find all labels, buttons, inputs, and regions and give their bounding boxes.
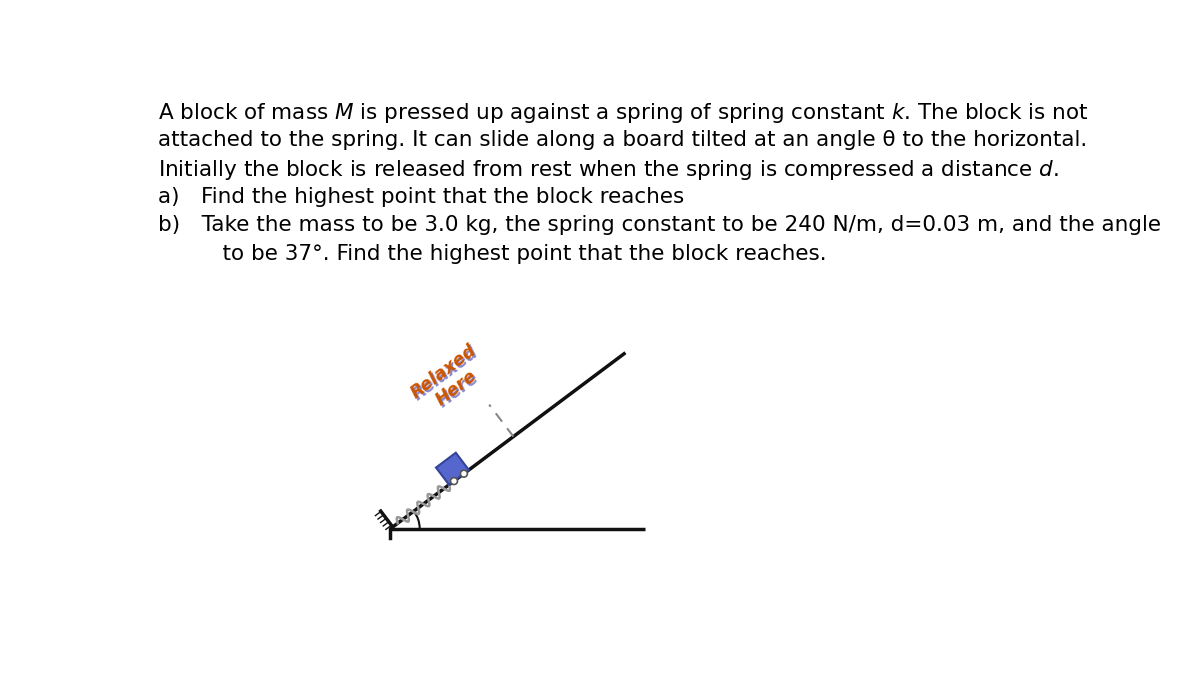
Polygon shape: [436, 453, 469, 485]
Text: Relaxed
Here: Relaxed Here: [408, 341, 493, 419]
Text: Initially the block is released from rest when the spring is compressed a distan: Initially the block is released from res…: [157, 158, 1058, 182]
Circle shape: [461, 470, 467, 477]
Text: A block of mass $M$ is pressed up against a spring of spring constant $k$. The b: A block of mass $M$ is pressed up agains…: [157, 101, 1088, 125]
Text: a) Find the highest point that the block reaches: a) Find the highest point that the block…: [157, 187, 684, 207]
Circle shape: [450, 477, 457, 484]
Text: to be 37°. Find the highest point that the block reaches.: to be 37°. Find the highest point that t…: [157, 244, 827, 264]
Text: attached to the spring. It can slide along a board tilted at an angle θ to the h: attached to the spring. It can slide alo…: [157, 130, 1087, 150]
Text: b) Take the mass to be 3.0 kg, the spring constant to be 240 N/m, d=0.03 m, and : b) Take the mass to be 3.0 kg, the sprin…: [157, 215, 1160, 236]
Text: Relaxed
Here: Relaxed Here: [409, 343, 494, 421]
